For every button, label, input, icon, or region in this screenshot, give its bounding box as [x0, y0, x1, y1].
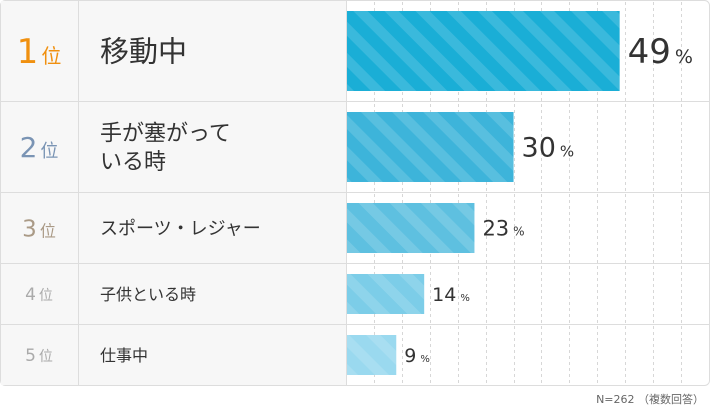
rank-number: 1: [17, 32, 39, 72]
value-label: 14%: [432, 284, 470, 306]
row-background: [1, 193, 346, 263]
value-label: 9%: [404, 345, 430, 367]
category-label-line: スポーツ・レジャー: [100, 218, 261, 239]
value-number: 23: [482, 217, 509, 241]
category-label: スポーツ・レジャー: [100, 218, 261, 239]
value-unit: %: [675, 46, 693, 68]
category-label-line: いる時: [100, 150, 166, 175]
rank-suffix: 位: [39, 288, 53, 304]
rank-suffix: 位: [40, 141, 58, 162]
category-label-line: 手が塞がって: [100, 122, 231, 147]
category-label: 子供といる時: [100, 285, 196, 304]
bar-stripes: [347, 335, 397, 375]
category-label-line: 仕事中: [100, 346, 148, 365]
rank-number: 2: [20, 131, 38, 164]
category-label: 移動中: [100, 34, 187, 68]
row-background: [1, 1, 346, 101]
value-unit: %: [420, 354, 430, 365]
rank-number: 3: [22, 216, 37, 242]
category-label: 仕事中: [100, 346, 148, 365]
row-background: [1, 325, 346, 385]
row-background: [1, 264, 346, 324]
value-label: 23%: [482, 217, 524, 241]
bar-stripes: [347, 203, 475, 253]
rank-suffix: 位: [41, 44, 61, 68]
value-unit: %: [460, 293, 470, 304]
value-number: 30: [522, 133, 556, 164]
rank-suffix: 位: [39, 349, 53, 365]
value-number: 9: [404, 345, 416, 367]
rank-number: 5: [25, 346, 36, 366]
category-label: 手が塞がっている時: [100, 122, 231, 176]
value-number: 49: [628, 32, 671, 72]
bar-stripes: [347, 112, 514, 182]
value-number: 14: [432, 284, 456, 306]
rank-suffix: 位: [40, 221, 56, 240]
ranking-chart: 1 位移動中 49 %2 位手が塞がっている時 30 %3 位スポーツ・レジャー 23 %4 位子供…: [0, 0, 710, 386]
category-label-line: 子供といる時: [100, 285, 196, 304]
category-label-line: 移動中: [100, 34, 187, 68]
value-label: 49%: [628, 32, 693, 72]
bar-stripes: [347, 274, 425, 314]
rank-number: 4: [25, 285, 36, 305]
row-background: [1, 102, 346, 192]
value-label: 30%: [522, 133, 575, 164]
value-unit: %: [560, 143, 574, 161]
value-unit: %: [513, 225, 524, 239]
sample-note: N=262 （複数回答）: [596, 393, 704, 406]
bar-stripes: [347, 11, 620, 91]
